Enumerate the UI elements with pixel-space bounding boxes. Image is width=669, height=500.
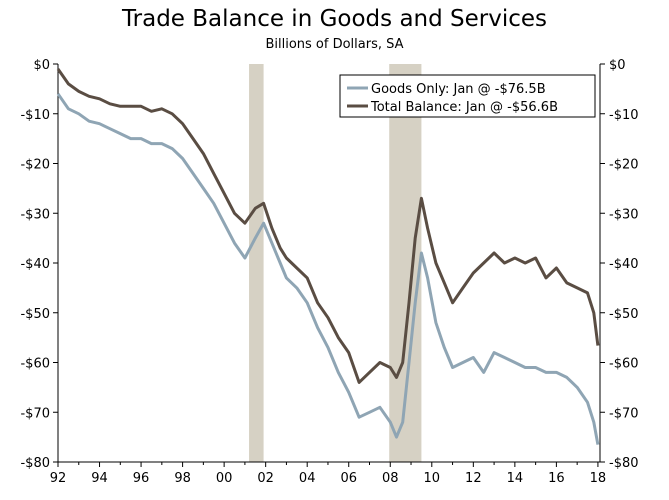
series-lines [56,68,600,445]
y-tick-label-right: -$70 [609,406,639,421]
recession-band-1 [249,64,264,462]
total-balance-line [56,68,600,384]
recession-bands [249,64,422,462]
axes: $0 $0 -$10 -$10 -$20 -$20 -$30 -$30 -$40 -$40 -$50… [20,58,638,486]
y-tick-label-right: -$10 [609,108,639,123]
y-tick-label-right: -$80 [609,456,639,471]
x-tick-label: 16 [548,471,565,486]
y-tick-label-left: $0 [33,58,50,73]
chart-subtitle: Billions of Dollars, SA [265,37,404,52]
y-tick-label-left: -$40 [20,257,50,272]
y-tick-label-left: -$50 [20,307,50,322]
x-tick-label: 94 [91,471,108,486]
x-tick-label: 10 [424,471,441,486]
y-tick-label-right: -$50 [609,307,639,322]
x-tick-label: 18 [590,471,607,486]
y-tick-label-right: -$60 [609,357,639,372]
legend-box [339,74,596,118]
x-tick-label: 96 [133,471,150,486]
x-tick-label: 12 [465,471,482,486]
legend-label-2: Total Balance: Jan @ -$56.6B [370,100,558,115]
y-tick-label-left: -$70 [20,406,50,421]
goods-only-line [56,92,600,445]
x-tick-label: 92 [50,471,67,486]
y-tick-label-right: -$20 [609,158,639,173]
x-tick-label: 14 [507,471,524,486]
x-tick-label: 02 [257,471,274,486]
y-tick-label-left: -$30 [20,207,50,222]
y-tick-label-right: -$30 [609,207,639,222]
y-tick-label-right: -$40 [609,257,639,272]
chart-title: Trade Balance in Goods and Services [121,6,548,32]
legend: Goods Only: Jan @ -$76.5B Total Balance: … [339,74,596,118]
x-tick-label: 06 [340,471,357,486]
y-tick-label-left: -$20 [20,158,50,173]
y-tick-label-left: -$80 [20,456,50,471]
y-tick-label-left: -$60 [20,357,50,372]
x-tick-label: 00 [216,471,233,486]
y-tick-label-left: -$10 [20,108,50,123]
x-tick-label: 04 [299,471,316,486]
x-tick-label: 98 [174,471,191,486]
legend-label-1: Goods Only: Jan @ -$76.5B [371,82,546,97]
x-tick-label: 08 [382,471,399,486]
y-tick-label-right: $0 [609,58,626,73]
